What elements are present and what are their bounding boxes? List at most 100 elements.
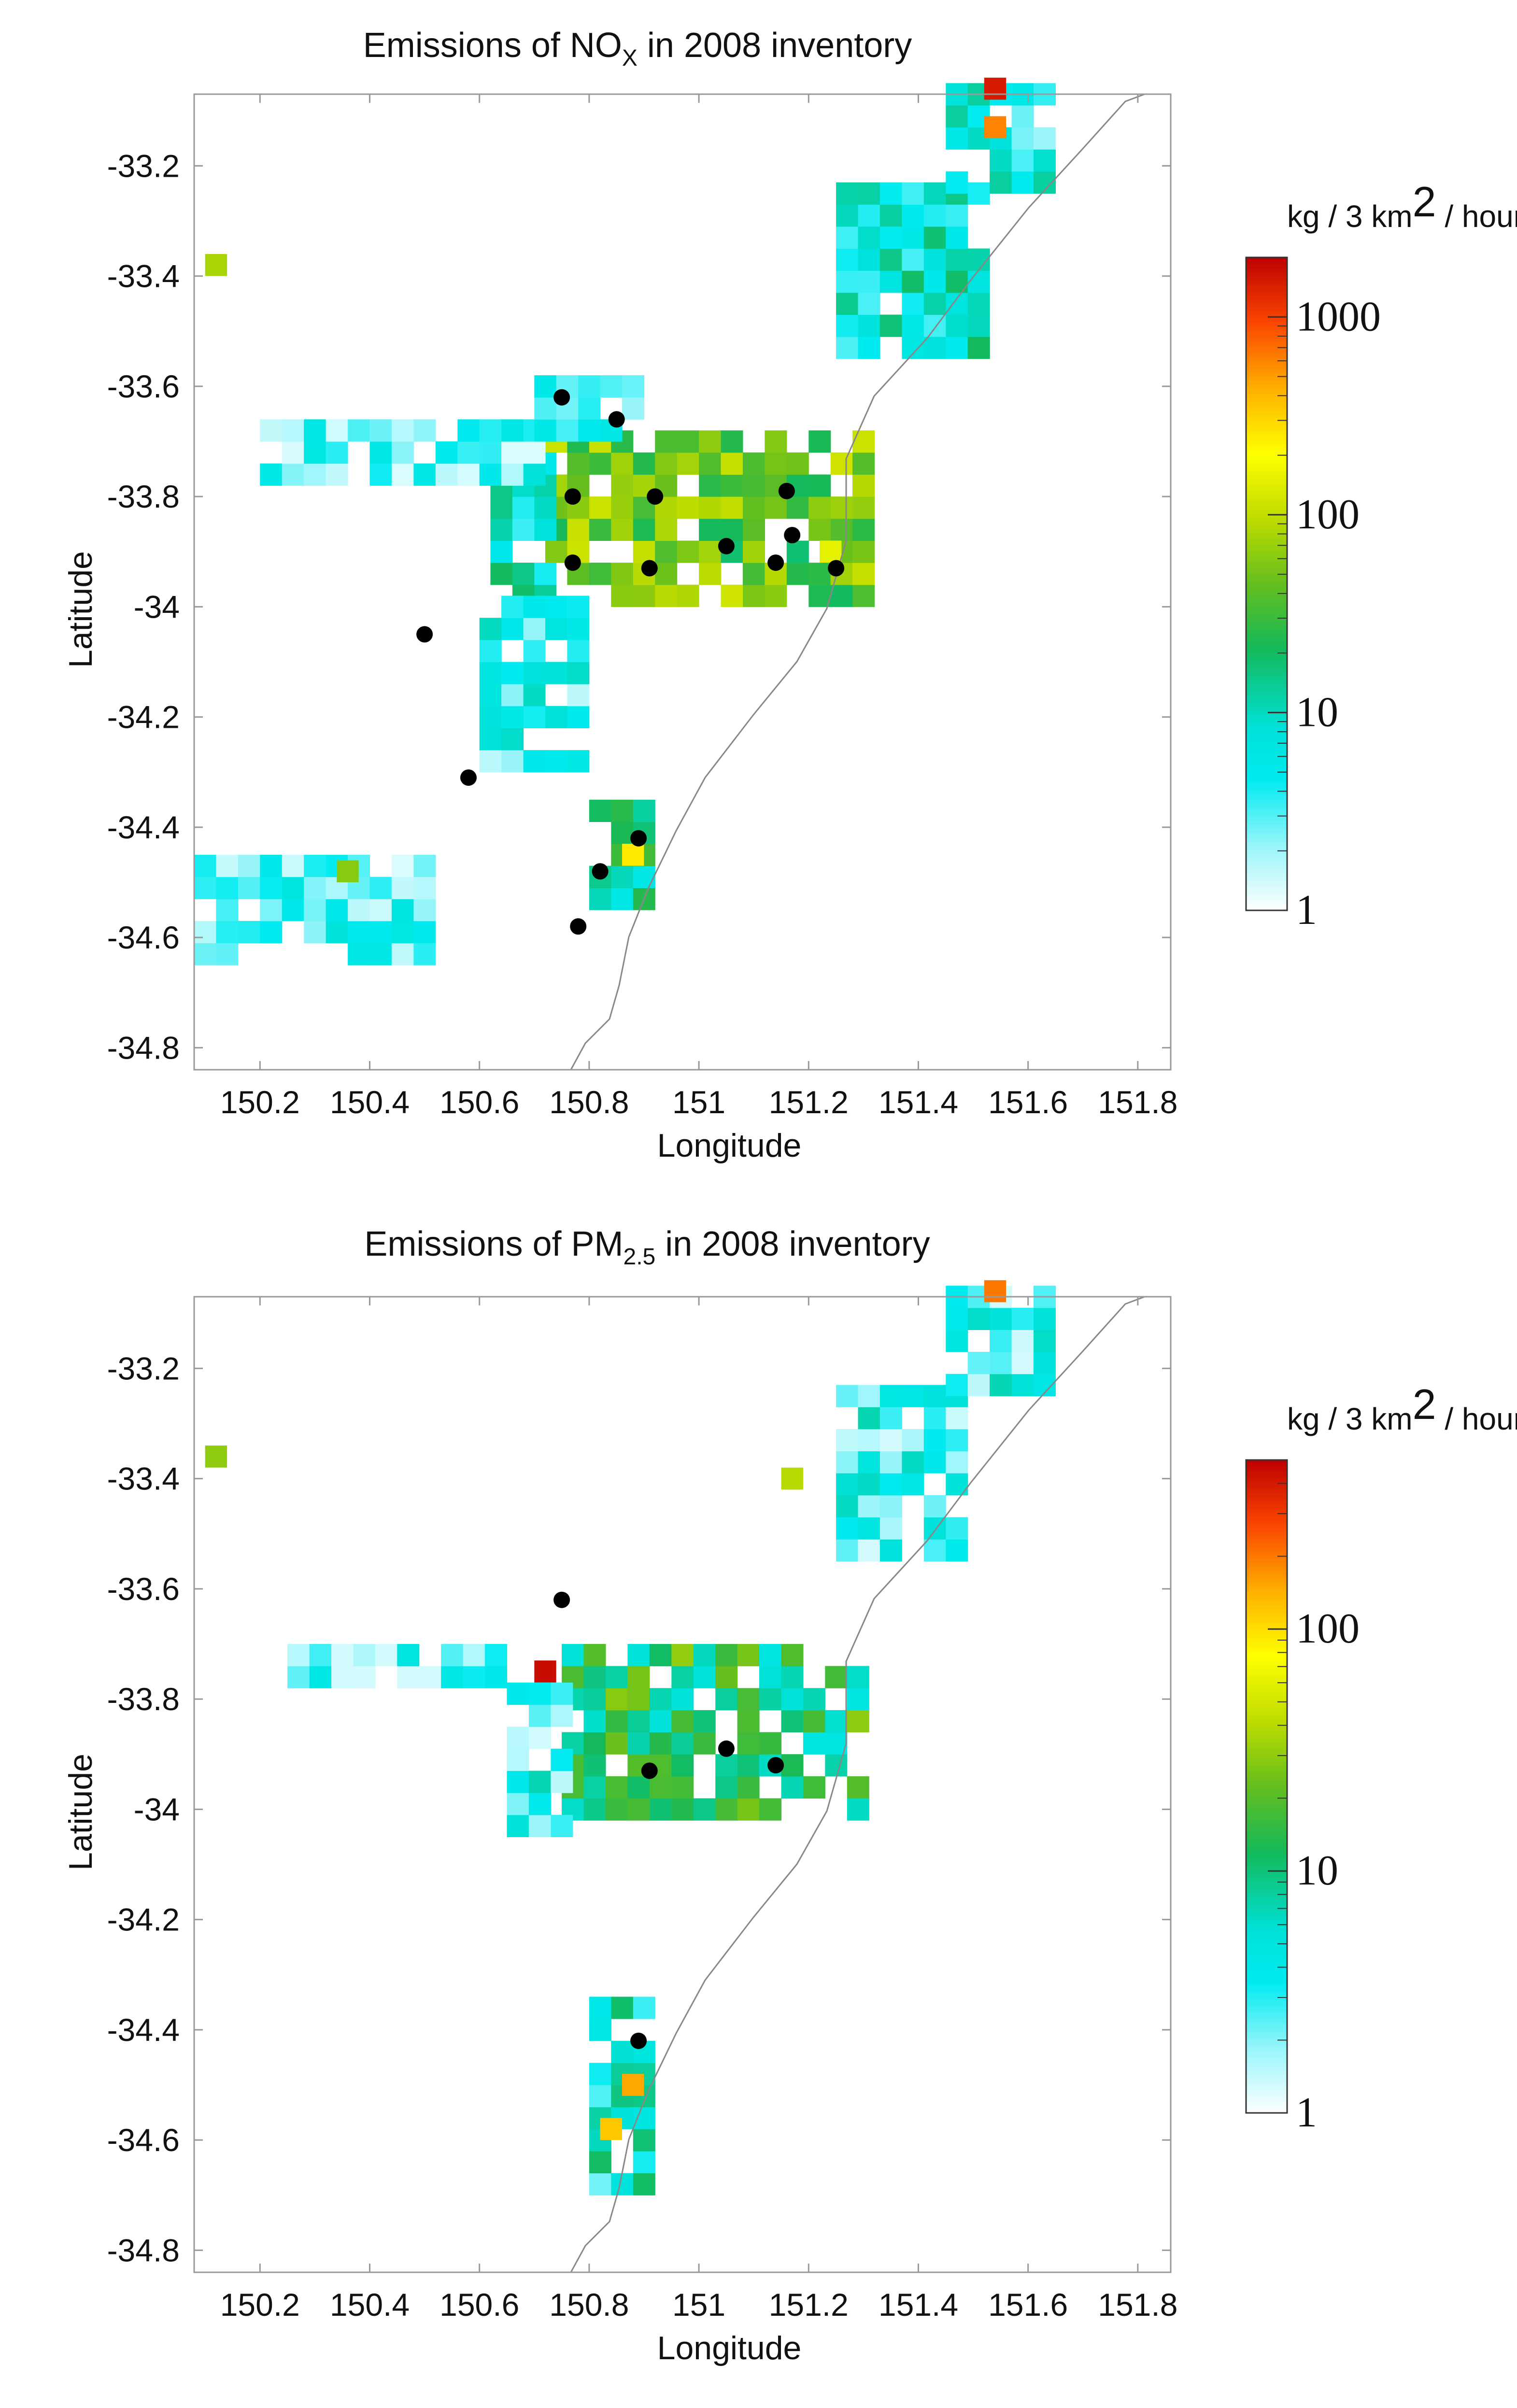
grid-cell [852, 474, 875, 497]
grid-cell [551, 1814, 573, 1837]
station-marker [778, 482, 795, 499]
grid-cell [743, 518, 765, 541]
grid-cell [737, 1732, 760, 1755]
x-tick-label: 150.4 [330, 2287, 410, 2323]
grid-cell [534, 563, 557, 585]
grid-cell [606, 1776, 628, 1799]
grid-cell [946, 1429, 968, 1452]
grid-cell [589, 2085, 611, 2108]
grid-cell [721, 474, 743, 497]
y-tick-label: -34.8 [107, 1030, 180, 1065]
grid-cell [858, 1473, 880, 1496]
grid-cell [879, 1407, 902, 1430]
grid-cell [655, 518, 678, 541]
grid-cell [808, 518, 831, 541]
grid-cell [501, 706, 524, 728]
grid-cell [216, 854, 239, 878]
grid-cell [803, 1776, 825, 1799]
grid-cell [567, 595, 590, 618]
grid-cell [534, 496, 557, 519]
grid-cell [523, 662, 546, 684]
grid-cell [397, 1644, 420, 1667]
station-marker [828, 560, 845, 577]
grid-cell [946, 1451, 968, 1473]
grid-cell [847, 1776, 869, 1799]
station-marker [718, 1740, 735, 1757]
grid-cell [923, 1539, 946, 1562]
grid-cell [567, 750, 590, 773]
grid-cell [693, 1710, 716, 1733]
grid-cell [946, 1539, 968, 1562]
station-marker [641, 560, 658, 577]
grid-cell [1011, 1352, 1034, 1374]
grid-cell [304, 463, 326, 486]
grid-cell [606, 1710, 628, 1733]
grid-cell [967, 1352, 990, 1374]
grid-cell [693, 1644, 716, 1667]
grid-cell [765, 452, 787, 475]
grid-cell [655, 430, 678, 453]
pm25-stations [553, 1591, 784, 2049]
grid-cell [260, 877, 283, 899]
grid-cell [534, 518, 557, 541]
grid-cell [369, 899, 392, 921]
y-tick-label: -34.6 [107, 2122, 180, 2158]
y-tick-label: -34.4 [107, 2012, 180, 2048]
grid-cell [1034, 1307, 1056, 1330]
grid-cell [633, 1997, 655, 2019]
grid-cell [479, 639, 502, 662]
grid-cell [923, 337, 946, 359]
nox-stations [416, 389, 845, 935]
grid-cell [830, 584, 853, 607]
grid-cell [649, 1798, 672, 1821]
grid-cell [737, 1776, 760, 1799]
pm25-panel: Emissions of PM2.5 in 2008 inventory 150… [62, 1225, 1517, 2366]
grid-cell [523, 618, 546, 640]
grid-cell [611, 799, 634, 822]
grid-cell [633, 799, 655, 822]
grid-cell [902, 292, 924, 315]
grid-cell [501, 595, 524, 618]
grid-cell [463, 1644, 485, 1667]
grid-cell [781, 1754, 804, 1777]
grid-cell [655, 584, 678, 607]
station-marker [630, 2032, 647, 2049]
grid-cell [304, 899, 326, 921]
grid-cell [479, 684, 502, 707]
grid-cell [238, 877, 260, 899]
grid-cell [435, 463, 458, 486]
grid-cell [216, 877, 239, 899]
grid-cell [836, 1473, 859, 1496]
grid-cell [413, 419, 436, 442]
grid-cell [534, 419, 557, 442]
pm25-ticks: 150.2 150.4 150.6 150.8 151 151.2 151.4 151.6 15… [107, 1297, 1177, 2323]
grid-cell [699, 518, 722, 541]
grid-cell [743, 452, 765, 475]
grid-cell [1011, 1330, 1034, 1352]
grid-cell [479, 662, 502, 684]
grid-cell [671, 1798, 694, 1821]
x-tick-label: 150.8 [549, 2287, 629, 2323]
grid-cell [759, 1666, 781, 1688]
grid-cell [836, 1429, 859, 1452]
grid-cell [369, 463, 392, 486]
colorbar-label: 10 [1296, 689, 1338, 736]
grid-cell [858, 1385, 880, 1407]
grid-cell [287, 1666, 310, 1688]
grid-cell [671, 1776, 694, 1799]
station-marker [553, 1591, 570, 1608]
hotspot-cell [600, 2118, 622, 2140]
grid-cell [830, 518, 853, 541]
station-marker [592, 863, 609, 880]
grid-cell [545, 595, 567, 618]
grid-cell [633, 518, 655, 541]
grid-cell [589, 452, 611, 475]
grid-cell [611, 2173, 634, 2196]
x-tick-label: 151.8 [1098, 2287, 1177, 2323]
grid-cell [852, 496, 875, 519]
grid-cell [326, 899, 348, 921]
grid-cell [803, 1732, 825, 1755]
grid-cell [902, 337, 924, 359]
grid-cell [858, 226, 880, 249]
grid-cell [238, 921, 260, 944]
